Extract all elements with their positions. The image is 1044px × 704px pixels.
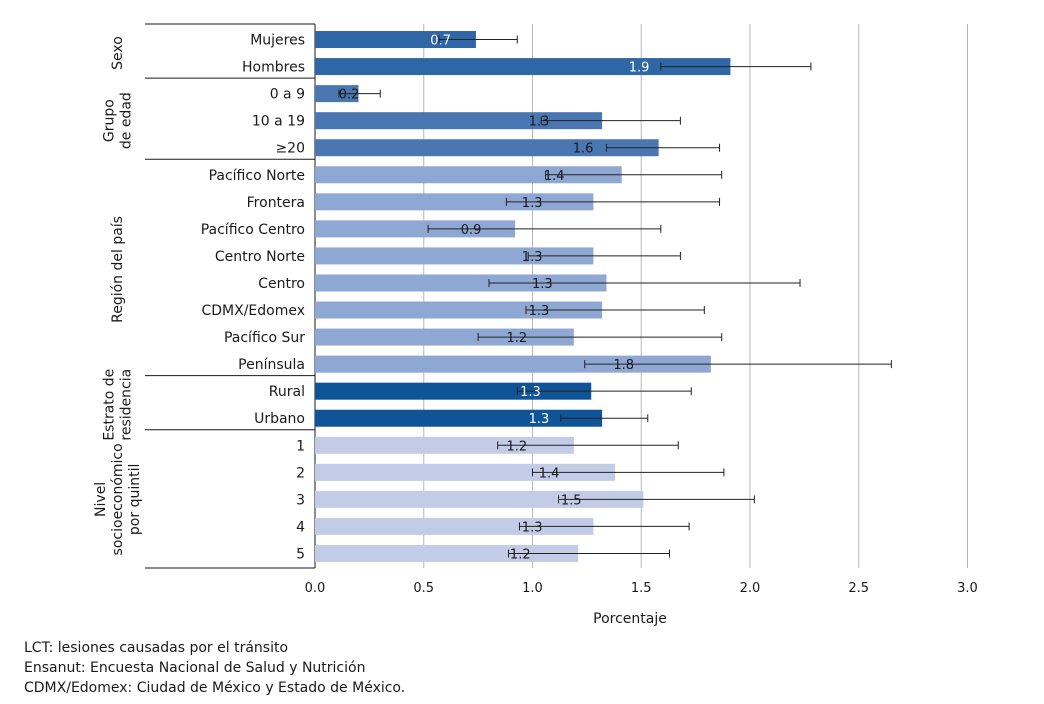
data-label: 1.5: [561, 493, 582, 508]
data-label: 1.3: [529, 115, 550, 130]
data-label: 0.9: [461, 223, 482, 238]
bar: [315, 355, 711, 373]
data-label: 1.4: [544, 169, 565, 184]
data-label: 0.7: [430, 34, 451, 49]
category-label: Mujeres: [250, 33, 305, 49]
x-tick-label: 0.0: [305, 581, 326, 596]
x-tick-label: 1.5: [631, 581, 652, 596]
data-label: 1.3: [529, 304, 550, 319]
bar: [315, 463, 616, 481]
group-label-line: residencia: [119, 369, 135, 441]
category-label: CDMX/Edomex: [201, 303, 305, 319]
category-label: 10 a 19: [252, 114, 305, 130]
data-label: 1.9: [629, 61, 650, 76]
group-label: Grupode edad: [102, 92, 135, 149]
footnote-lct: LCT: lesiones causadas por el tránsito: [24, 640, 289, 656]
category-label: 4: [296, 519, 305, 535]
bar: [315, 193, 594, 211]
category-label: ≥20: [275, 141, 305, 157]
x-tick-label: 1.0: [522, 581, 543, 596]
data-label: 1.4: [539, 466, 560, 481]
bar: [315, 274, 607, 292]
category-label: Pacífico Centro: [201, 222, 305, 238]
category-label: 3: [296, 492, 305, 508]
category-label: Península: [238, 357, 305, 373]
category-label: Pacífico Norte: [209, 168, 305, 184]
group-label-line: de edad: [119, 92, 135, 149]
footnote-cdmx: CDMX/Edomex: Ciudad de México y Estado d…: [24, 680, 406, 696]
x-axis-title: Porcentaje: [593, 611, 667, 627]
category-label: 2: [296, 465, 305, 481]
category-label: Rural: [269, 384, 305, 400]
data-label: 1.3: [529, 412, 550, 427]
data-label: 1.2: [510, 547, 531, 562]
group-label-line: Sexo: [110, 36, 126, 70]
bar: [315, 139, 659, 157]
bar: [315, 247, 594, 265]
data-label: 1.8: [613, 358, 634, 373]
group-label-line: Región del país: [110, 216, 126, 323]
category-label: Hombres: [242, 60, 305, 76]
bar: [315, 409, 603, 427]
data-label: 1.2: [507, 331, 528, 346]
group-label: Estrato deresidencia: [102, 369, 135, 441]
bar: [315, 517, 594, 535]
group-label-line: Grupo: [102, 99, 118, 142]
category-label: Centro Norte: [215, 249, 305, 265]
bar: [315, 166, 622, 184]
data-label: 1.3: [520, 385, 541, 400]
category-label: Urbano: [254, 411, 305, 427]
group-label: Sexo: [110, 36, 126, 70]
data-label: 1.6: [573, 142, 594, 157]
category-label: 0 a 9: [270, 87, 305, 103]
bar: [315, 382, 592, 400]
category-label: Centro: [258, 276, 305, 292]
bar: [315, 112, 603, 130]
group-label-line: por quintil: [127, 464, 143, 535]
data-label: 1.3: [522, 520, 543, 535]
category-label: 5: [296, 546, 305, 562]
footnote-ensanut: Ensanut: Encuesta Nacional de Salud y Nu…: [24, 660, 366, 676]
group-label-line: Estrato de: [102, 369, 118, 441]
bar: [315, 490, 644, 508]
data-label: 1.3: [532, 277, 553, 292]
bar: [315, 31, 476, 49]
bar: [315, 58, 731, 76]
category-label: 1: [296, 438, 305, 454]
data-label: 1.2: [507, 439, 528, 454]
footnotes: LCT: lesiones causadas por el tránsito E…: [24, 638, 405, 698]
x-tick-label: 0.5: [413, 581, 434, 596]
group-label-line: socioeconómico: [110, 443, 126, 555]
bar: [315, 544, 579, 562]
bar: [315, 220, 516, 238]
bar: [315, 328, 574, 346]
x-tick-label: 2.0: [740, 581, 761, 596]
bar-chart: 0.0 0.5 1.0 1.5 2.0 2.5 3.0 Porcentaje 0.7 Mujere…: [93, 23, 978, 627]
x-tick-label: 2.5: [848, 581, 869, 596]
group-label-line: Nivel: [93, 482, 109, 517]
bar: [315, 301, 603, 319]
category-label: Frontera: [247, 195, 305, 211]
bar: [315, 436, 574, 454]
group-label: Nivelsocioeconómicopor quintil: [93, 443, 143, 555]
data-label: 1.3: [522, 250, 543, 265]
group-label: Región del país: [110, 216, 126, 323]
bar: [315, 85, 359, 103]
category-label: Pacífico Sur: [224, 330, 305, 346]
x-tick-label: 3.0: [957, 581, 978, 596]
data-label: 1.3: [522, 196, 543, 211]
data-label: 0.2: [339, 88, 360, 103]
